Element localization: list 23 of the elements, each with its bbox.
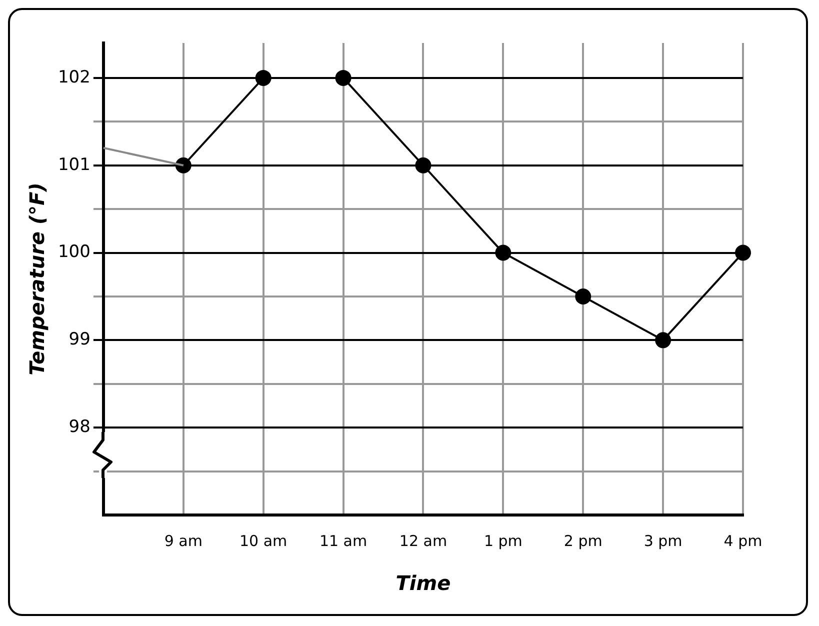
y-axis-title: Temperature (°F) <box>25 182 50 376</box>
x-tick-label: 11 am <box>319 532 368 550</box>
x-tick-label: 10 am <box>240 532 288 550</box>
point <box>175 157 192 174</box>
x-tick-label: 12 am <box>399 532 448 550</box>
point <box>575 288 592 304</box>
x-tick-label: 2 pm <box>564 532 602 550</box>
point <box>415 157 432 174</box>
point <box>495 244 512 261</box>
y-tick-label: 99 <box>68 330 90 350</box>
y-tick-label: 102 <box>58 67 90 88</box>
x-tick-label: 1 pm <box>484 532 522 550</box>
y-tick-label: 98 <box>68 417 90 438</box>
point <box>255 70 272 86</box>
x-tick-label: 4 pm <box>724 532 762 550</box>
point <box>655 332 672 348</box>
y-tick-label: 100 <box>58 242 90 262</box>
y-tick-label: 101 <box>58 154 90 175</box>
point <box>335 70 352 86</box>
x-tick-label: 3 pm <box>644 532 682 550</box>
x-axis-title: Time <box>396 571 451 596</box>
x-tick-label: 9 am <box>164 532 202 550</box>
point <box>735 244 751 261</box>
